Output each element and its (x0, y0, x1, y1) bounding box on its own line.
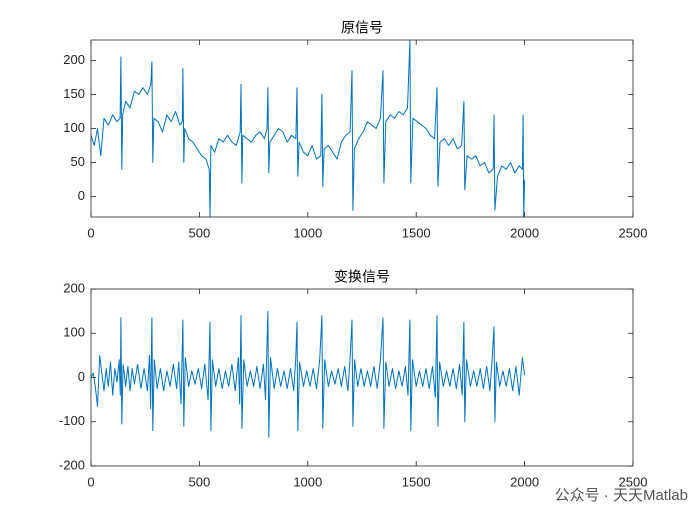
watermark: 公众号 · 天天Matlab (555, 487, 688, 504)
y-tick-label: -100 (59, 413, 85, 428)
x-tick-label: 2500 (619, 474, 648, 489)
chart-title: 变换信号 (334, 269, 390, 285)
x-tick-label: 2500 (619, 225, 648, 240)
x-tick-label: 2000 (510, 474, 539, 489)
y-tick-label: 0 (78, 369, 85, 384)
signal-line (91, 40, 526, 217)
y-tick-label: 0 (78, 188, 85, 203)
x-tick-label: 500 (189, 474, 211, 489)
x-tick-label: 2000 (510, 225, 539, 240)
plot-area (91, 310, 526, 438)
y-tick-label: 100 (63, 325, 85, 340)
y-tick-label: 200 (63, 52, 85, 67)
x-tick-label: 1500 (402, 474, 431, 489)
chart-title: 原信号 (341, 20, 383, 36)
x-tick-label: 1500 (402, 225, 431, 240)
y-tick-label: 200 (63, 280, 85, 295)
x-tick-label: 500 (189, 225, 211, 240)
y-tick-label: -200 (59, 457, 85, 472)
plot-area (91, 40, 526, 217)
signal-line (91, 310, 526, 438)
x-tick-label: 0 (87, 225, 94, 240)
x-tick-label: 1000 (293, 474, 322, 489)
y-tick-label: 150 (63, 86, 85, 101)
y-tick-label: 50 (71, 154, 85, 169)
y-tick-label: 100 (63, 120, 85, 135)
x-tick-label: 0 (87, 474, 94, 489)
x-tick-label: 1000 (293, 225, 322, 240)
